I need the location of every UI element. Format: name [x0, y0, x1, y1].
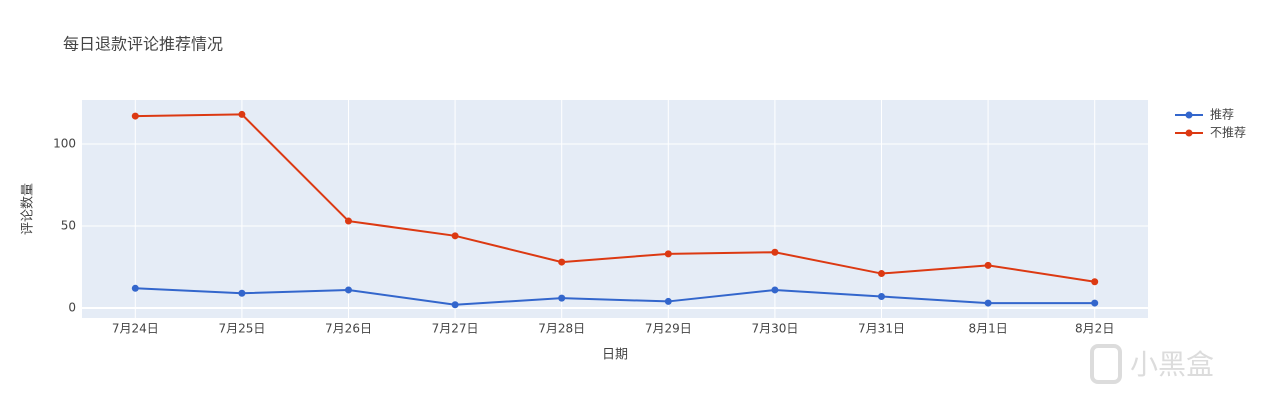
data-point	[558, 258, 566, 266]
data-point	[771, 286, 779, 294]
data-point	[664, 250, 672, 258]
data-point	[345, 217, 352, 225]
data-point	[1091, 278, 1099, 286]
x-tick-label: 7月29日	[645, 322, 692, 336]
data-point	[984, 299, 992, 307]
series-line	[135, 287, 1095, 306]
chart-title: 每日退款评论推荐情况	[63, 35, 223, 54]
data-point	[345, 286, 352, 294]
y-tick-label: 100	[53, 136, 76, 150]
y-tick-label: 0	[68, 300, 76, 314]
data-point	[238, 110, 246, 118]
watermark-text: 小黑盒	[1130, 348, 1214, 381]
x-tick-label: 7月24日	[112, 322, 159, 336]
data-point	[451, 232, 459, 240]
data-point	[771, 248, 779, 256]
data-point	[984, 261, 992, 269]
x-tick-label: 7月31日	[858, 322, 905, 336]
x-tick-label: 7月27日	[432, 322, 479, 336]
x-tick-label: 8月1日	[968, 322, 1007, 336]
x-tick-label: 7月25日	[218, 322, 265, 336]
series-line	[135, 113, 1095, 283]
x-tick-label: 7月28日	[538, 322, 585, 336]
legend-swatch-marker	[1185, 111, 1193, 119]
y-axis-title: 评论数量	[21, 183, 36, 235]
watermark: 小黑盒	[1090, 344, 1214, 384]
plot-area	[82, 100, 1148, 318]
data-point	[878, 293, 885, 301]
data-point	[131, 112, 139, 120]
x-tick-label: 7月26日	[325, 322, 372, 336]
legend-item[interactable]: 推荐	[1175, 108, 1234, 122]
data-point	[664, 297, 672, 305]
data-point	[1091, 299, 1099, 307]
legend-label: 推荐	[1210, 108, 1234, 122]
legend-item[interactable]: 不推荐	[1175, 126, 1246, 140]
data-point	[451, 301, 459, 309]
data-point	[878, 270, 885, 278]
data-point	[131, 284, 139, 292]
x-tick-label: 7月30日	[751, 322, 798, 336]
legend-swatch-marker	[1185, 129, 1193, 137]
x-tick-label: 8月2日	[1075, 322, 1114, 336]
x-axis-title: 日期	[602, 348, 628, 363]
data-point	[558, 294, 566, 302]
legend-label: 不推荐	[1210, 126, 1246, 140]
data-point	[238, 289, 246, 297]
y-tick-label: 50	[61, 218, 76, 232]
